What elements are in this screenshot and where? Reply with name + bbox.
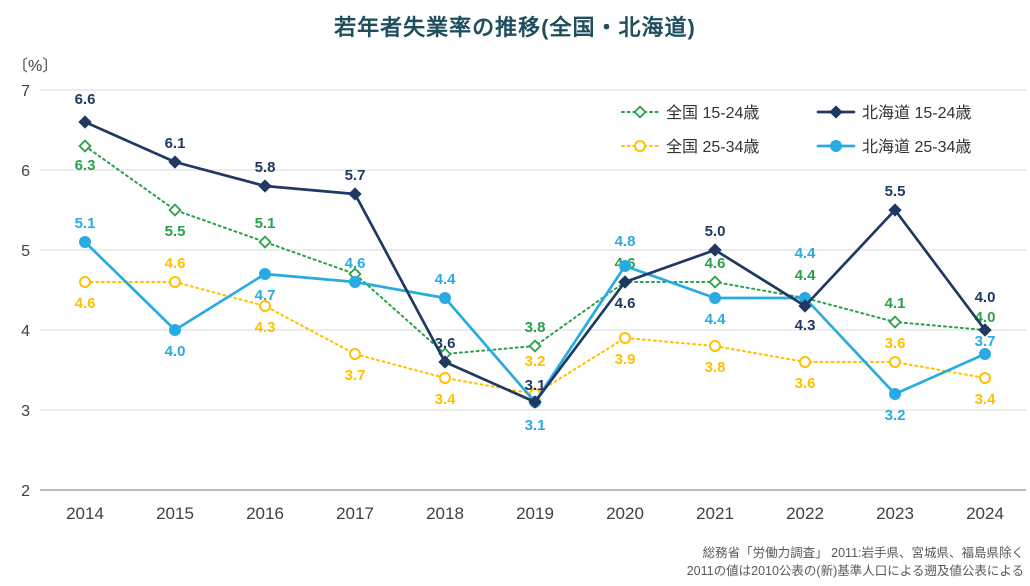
legend-label: 全国 15-24歳: [666, 104, 759, 122]
legend-item-0: 全国 15-24歳: [621, 104, 759, 122]
x-axis-tick-label: 2022: [786, 504, 824, 523]
series-1: 6.6 6.1 5.8 5.7 3.6 3.1 4.6 5.0 4.3 5.5 4.0: [75, 91, 996, 409]
data-label: 5.1: [75, 215, 96, 232]
legend-item-3: 北海道 25-34歳: [816, 138, 971, 156]
series-3: 5.1 4.0 4.7 4.6 4.4 3.1 4.8 4.4 4.4 3.2 3.7: [75, 215, 996, 434]
legend-label: 北海道 15-24歳: [862, 104, 971, 122]
data-label: 4.8: [615, 233, 636, 250]
data-label: 3.4: [975, 391, 997, 408]
data-label: 3.6: [885, 335, 906, 352]
data-label: 4.4: [795, 245, 817, 262]
data-label: 3.8: [705, 359, 726, 376]
x-axis-tick-label: 2014: [66, 504, 104, 523]
data-label: 5.5: [165, 223, 186, 240]
x-axis-tick-label: 2024: [966, 504, 1004, 523]
data-label: 3.2: [525, 353, 546, 370]
data-label: 3.2: [885, 407, 906, 424]
chart-title: 若年者失業率の推移(全国・北海道): [334, 15, 696, 40]
legend-label: 北海道 25-34歳: [862, 138, 971, 156]
x-axis-tick-label: 2021: [696, 504, 734, 523]
data-label: 5.8: [255, 159, 276, 176]
data-label: 3.1: [525, 377, 546, 394]
data-label: 3.9: [615, 351, 636, 368]
x-axis-tick-label: 2018: [426, 504, 464, 523]
data-label: 3.4: [435, 391, 457, 408]
y-axis-tick-label: 4: [21, 323, 30, 340]
data-label: 4.6: [165, 255, 186, 272]
data-label: 5.0: [705, 223, 726, 240]
x-axis-tick-label: 2015: [156, 504, 194, 523]
y-axis-tick-label: 7: [21, 83, 30, 100]
y-axis-tick-label: 5: [21, 243, 30, 260]
data-label: 4.6: [345, 255, 366, 272]
data-label: 3.6: [435, 335, 456, 352]
data-label: 3.6: [795, 375, 816, 392]
data-label: 4.0: [975, 289, 996, 306]
x-axis-tick-label: 2017: [336, 504, 374, 523]
data-label: 4.3: [255, 319, 276, 336]
data-label: 5.7: [345, 167, 366, 184]
data-label: 4.0: [165, 343, 186, 360]
data-label: 4.7: [255, 287, 276, 304]
data-label: 4.4: [435, 271, 457, 288]
legend-item-1: 北海道 15-24歳: [816, 104, 971, 122]
data-label: 4.3: [795, 317, 816, 334]
data-label: 6.1: [165, 135, 186, 152]
y-axis-tick-label: 3: [21, 403, 30, 420]
source-note: 総務省「労働力調査」 2011:岩手県、宮城県、福島県除く 2011の値は201…: [687, 544, 1024, 580]
data-label: 6.3: [75, 157, 96, 174]
legend-label: 全国 25-34歳: [666, 138, 759, 156]
data-label: 5.1: [255, 215, 276, 232]
y-axis-tick-label: 2: [21, 483, 30, 500]
y-axis-unit-label: 〔%〕: [12, 58, 59, 75]
x-axis-tick-label: 2019: [516, 504, 554, 523]
x-axis-labels: 2014 2015 2016 2017 2018 2019 2020 2021 2022 2023…: [66, 504, 1004, 523]
y-axis-tick-label: 6: [21, 163, 30, 180]
x-axis-tick-label: 2023: [876, 504, 914, 523]
source-note-line1: 総務省「労働力調査」 2011:岩手県、宮城県、福島県除く: [702, 545, 1024, 560]
data-label: 4.6: [615, 295, 636, 312]
data-label: 4.4: [705, 311, 727, 328]
data-label: 5.5: [885, 183, 906, 200]
x-axis-tick-label: 2020: [606, 504, 644, 523]
series-2: 4.6 4.6 4.3 3.7 3.4 3.2 3.9 3.8 3.6 3.6 3.4: [75, 255, 997, 408]
data-label: 4.4: [795, 267, 817, 284]
legend-item-2: 全国 25-34歳: [621, 138, 759, 156]
data-label: 4.6: [75, 295, 96, 312]
data-label: 6.6: [75, 91, 96, 108]
data-label: 4.6: [705, 255, 726, 272]
data-label: 3.7: [975, 333, 996, 350]
source-note-line2: 2011の値は2010公表の(新)基準人口による遡及値公表による: [686, 563, 1024, 578]
data-label: 3.1: [525, 417, 546, 434]
data-label: 4.1: [885, 295, 906, 312]
x-axis-tick-label: 2016: [246, 504, 284, 523]
data-label: 3.7: [345, 367, 366, 384]
data-label: 3.8: [525, 319, 546, 336]
